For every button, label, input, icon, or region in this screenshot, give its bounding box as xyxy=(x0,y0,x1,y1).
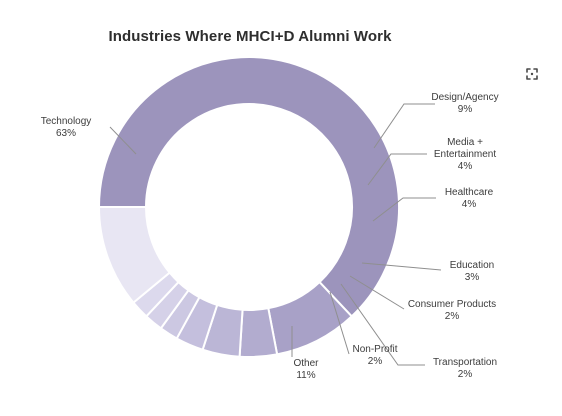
slice-label-name-consumer-products: Consumer Products xyxy=(408,299,496,310)
expand-icon xyxy=(526,68,538,80)
slice-label-name-non-profit: Non-Profit xyxy=(352,344,397,355)
leader-transportation xyxy=(340,283,425,366)
leader-technology xyxy=(109,126,137,155)
slice-label-name-technology: Technology xyxy=(41,116,92,127)
leader-healthcare xyxy=(372,197,436,222)
leader-media-entertainment xyxy=(367,153,427,186)
leader-education xyxy=(361,262,442,271)
slice-label-name-transportation: Transportation xyxy=(433,357,497,368)
slice-label-value-education: 3% xyxy=(465,272,480,283)
slice-label-name-education: Education xyxy=(450,260,494,271)
leader-non-profit xyxy=(329,291,350,355)
leader-design-agency xyxy=(373,103,435,149)
leader-consumer-products xyxy=(349,275,405,310)
slice-label-name-other: Other xyxy=(293,358,319,369)
slice-label-value-consumer-products: 2% xyxy=(445,311,460,322)
slice-label-value-design-agency: 9% xyxy=(458,104,473,115)
slice-technology[interactable] xyxy=(97,56,400,318)
slice-label-value-transportation: 2% xyxy=(458,369,473,380)
slice-other[interactable] xyxy=(97,206,172,305)
slice-label-value-healthcare: 4% xyxy=(462,199,477,210)
expand-button[interactable] xyxy=(520,62,544,86)
slice-label-value-non-profit: 2% xyxy=(368,356,383,367)
slice-label-value-other: 11% xyxy=(296,370,315,381)
slice-label-name-media-line2: Entertainment xyxy=(434,149,496,160)
slice-label-value-media-entertainment: 4% xyxy=(458,161,473,172)
slice-label-name-media-line1: Media + xyxy=(447,137,483,148)
slice-label-value-technology: 63% xyxy=(56,128,76,139)
slice-label-name-design-agency: Design/Agency xyxy=(431,92,498,103)
slice-label-name-healthcare: Healthcare xyxy=(445,187,494,198)
chart-title: Industries Where MHCI+D Alumni Work xyxy=(108,28,392,45)
